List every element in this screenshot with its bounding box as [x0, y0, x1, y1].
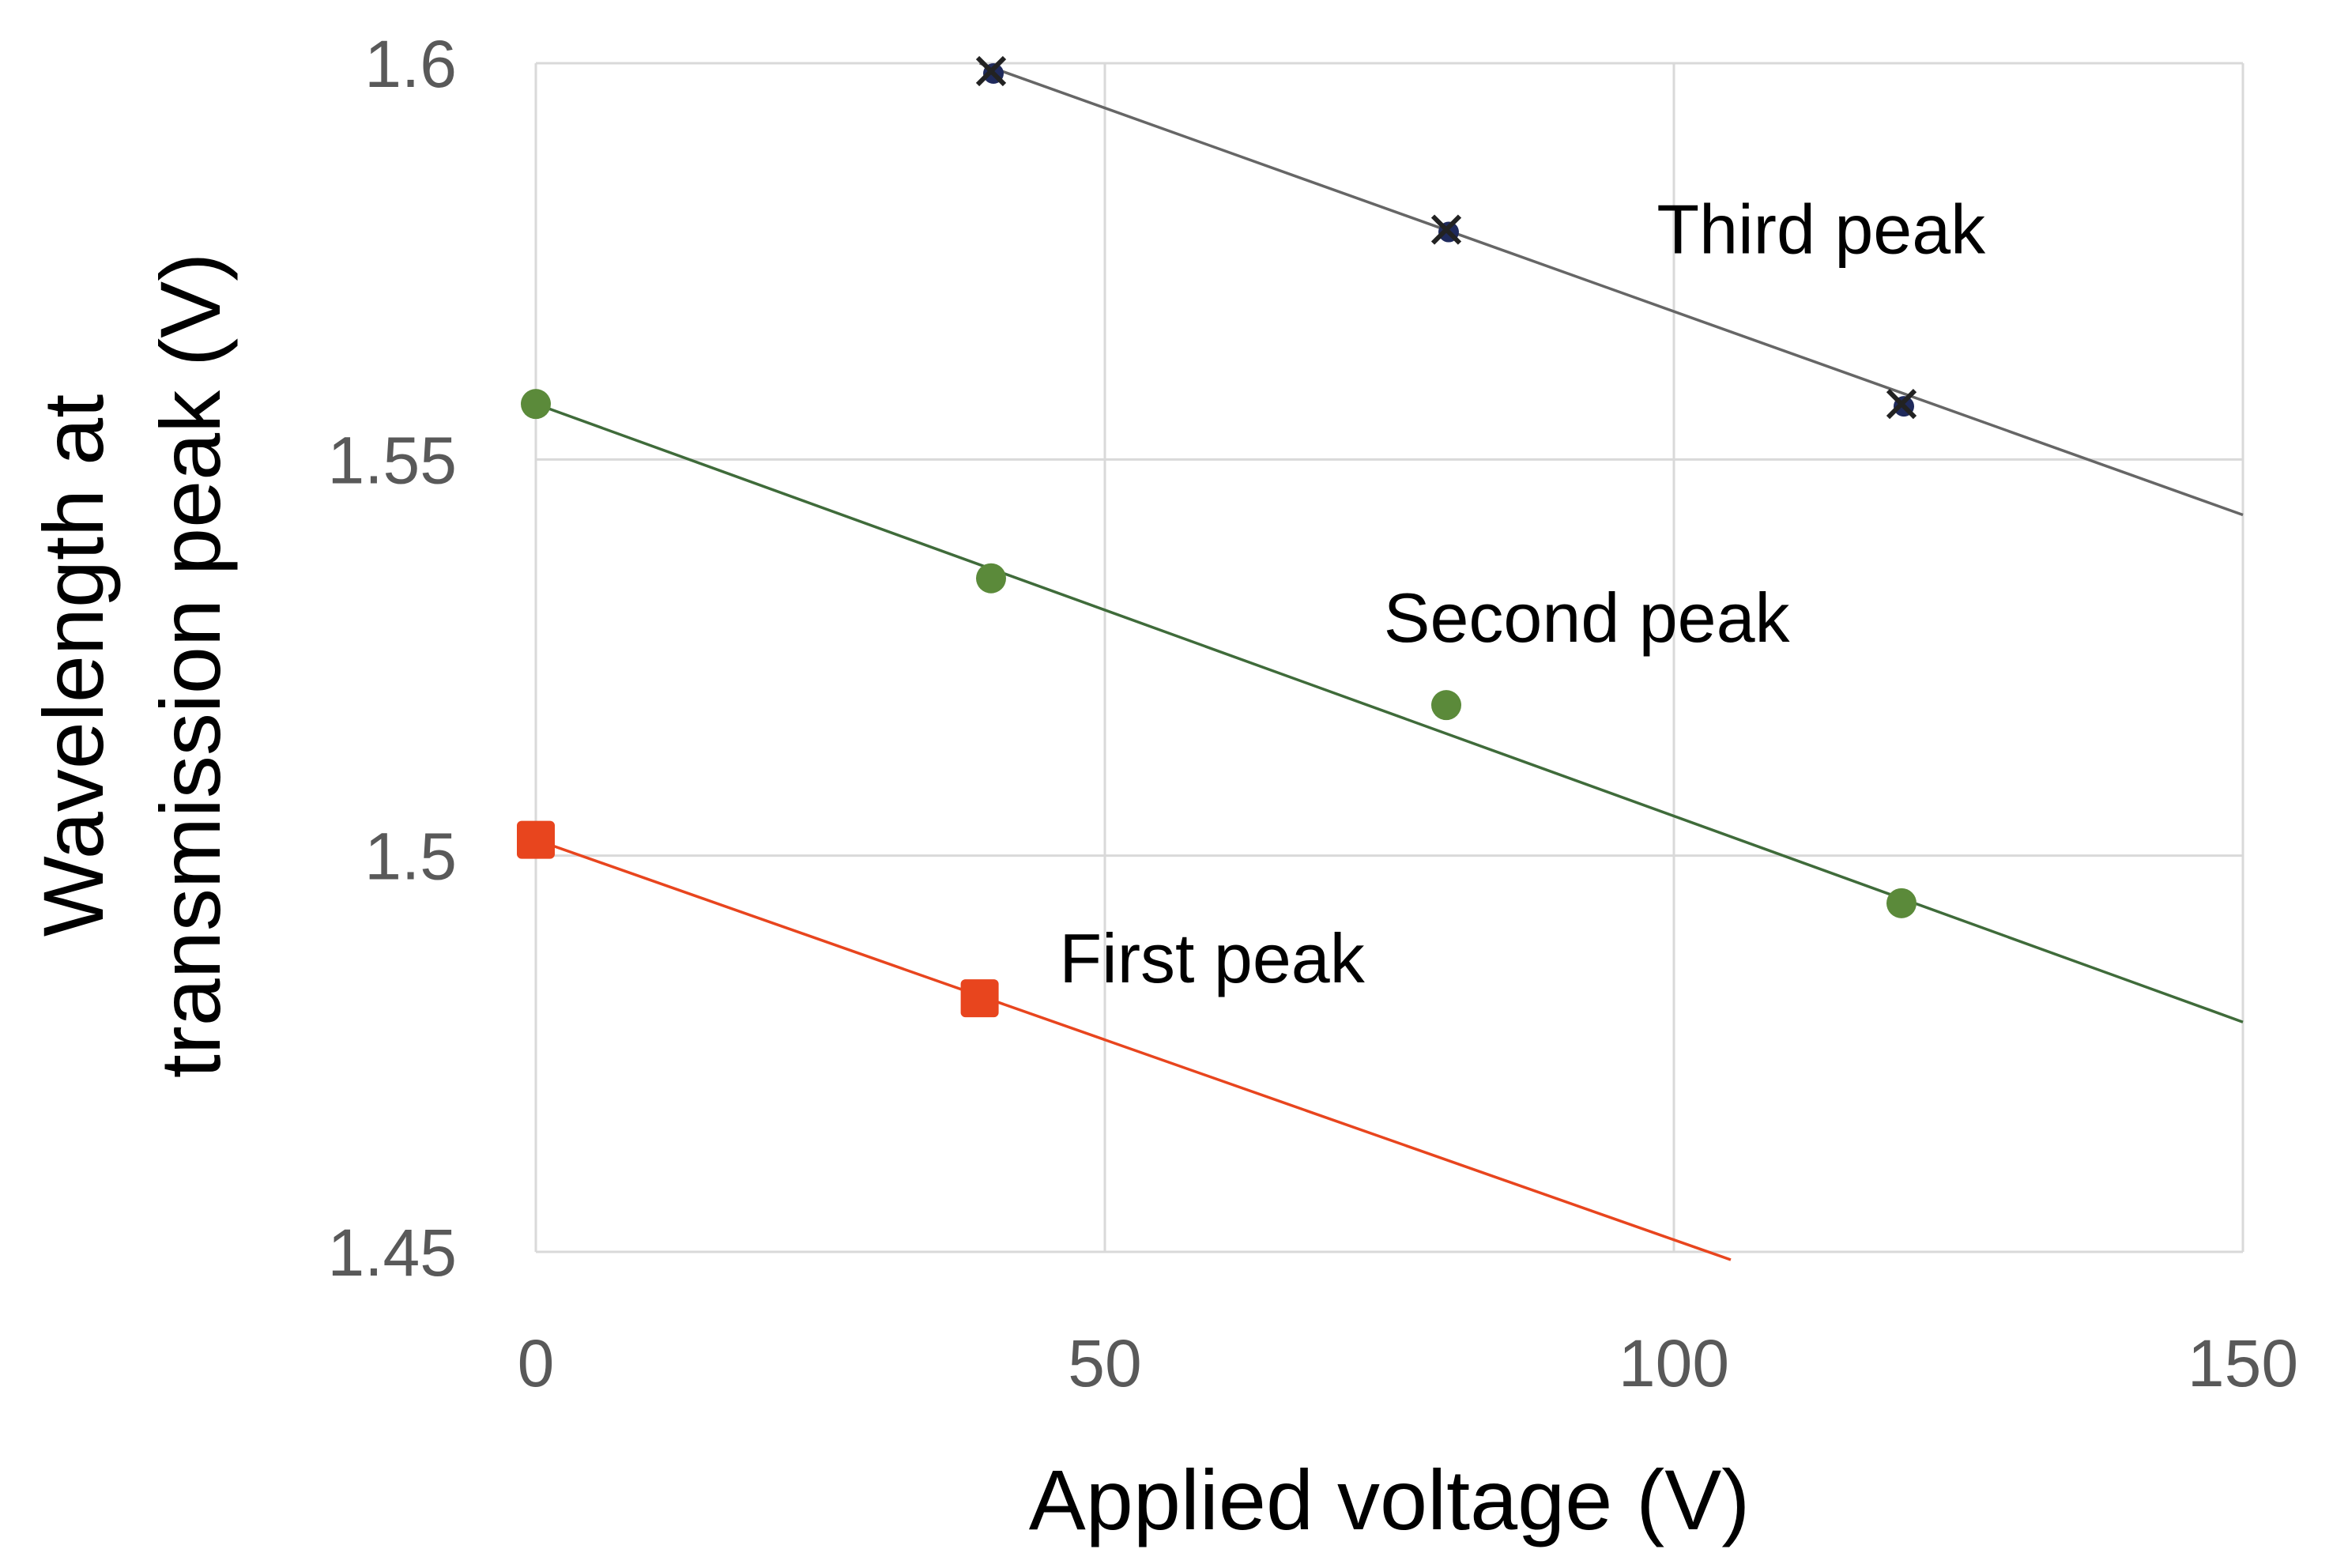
annotation-third-peak: Third peak — [1656, 190, 1986, 269]
data-point-first-peak — [960, 979, 999, 1018]
data-point-second-peak — [976, 563, 1006, 594]
labels: 0 50 100 150 1.45 1.5 1.55 1.6 Third peak Second … — [25, 27, 2298, 1547]
y-tick-label: 1.45 — [328, 1216, 458, 1290]
x-axis-title: Applied voltage (V) — [1029, 1452, 1751, 1547]
data-point-third-peak — [1886, 389, 1917, 420]
annotation-first-peak: First peak — [1059, 919, 1365, 997]
data-point-second-peak — [1886, 888, 1917, 918]
data-points — [517, 55, 1917, 1018]
y-axis-title: Wavelength at transmission peak (V) — [25, 253, 238, 1078]
annotation-second-peak: Second peak — [1384, 579, 1791, 657]
trendline-third-peak — [979, 62, 2244, 517]
data-point-second-peak — [1431, 690, 1461, 721]
data-point-third-peak — [975, 55, 1007, 87]
grid — [534, 62, 2244, 1253]
data-point-second-peak — [521, 389, 551, 420]
x-tick-label: 100 — [1619, 1326, 1729, 1400]
x-tick-label: 0 — [518, 1326, 555, 1400]
x-tick-label: 150 — [2188, 1326, 2298, 1400]
y-tick-label: 1.5 — [364, 820, 457, 894]
data-point-first-peak — [517, 820, 555, 859]
trendline-second-peak — [535, 402, 2244, 1023]
data-point-third-peak — [1430, 214, 1462, 245]
x-tick-label: 50 — [1068, 1326, 1141, 1400]
trendlines — [535, 62, 2244, 1261]
trendline-first-peak — [535, 838, 1732, 1261]
y-tick-label: 1.6 — [364, 27, 457, 101]
y-tick-label: 1.55 — [328, 423, 458, 497]
